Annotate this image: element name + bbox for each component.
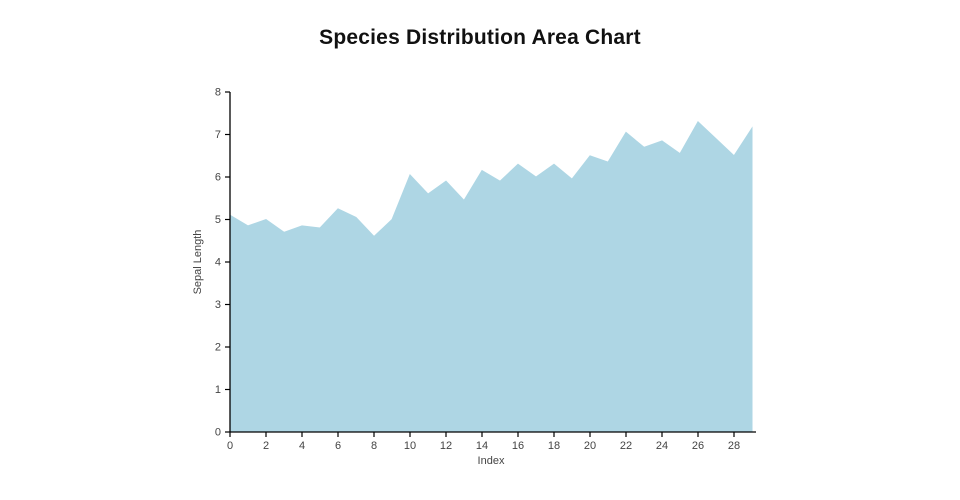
y-axis-title: Sepal Length xyxy=(192,230,204,295)
y-tick-label: 8 xyxy=(215,87,221,99)
y-tick-label: 5 xyxy=(215,214,221,226)
y-tick-label: 3 xyxy=(215,299,221,311)
x-tick-label: 6 xyxy=(335,440,341,452)
y-tick-label: 4 xyxy=(215,257,221,269)
x-tick-label: 28 xyxy=(728,440,740,452)
y-tick-label: 7 xyxy=(215,129,221,141)
chart-title: Species Distribution Area Chart xyxy=(319,26,641,49)
y-tick-label: 1 xyxy=(215,384,221,396)
y-tick-label: 2 xyxy=(215,342,221,354)
x-tick-label: 12 xyxy=(440,440,452,452)
x-tick-label: 24 xyxy=(656,440,668,452)
x-axis-title: Index xyxy=(478,455,505,467)
x-tick-label: 22 xyxy=(620,440,632,452)
x-tick-label: 20 xyxy=(584,440,596,452)
x-tick-label: 8 xyxy=(371,440,377,452)
x-tick-label: 2 xyxy=(263,440,269,452)
x-tick-label: 14 xyxy=(476,440,488,452)
area-series xyxy=(229,120,753,433)
x-tick-label: 26 xyxy=(692,440,704,452)
x-tick-label: 16 xyxy=(512,440,524,452)
y-tick-label: 6 xyxy=(215,172,221,184)
y-tick-label: 0 xyxy=(215,427,221,439)
x-tick-label: 0 xyxy=(227,440,233,452)
x-tick-label: 10 xyxy=(404,440,416,452)
x-tick-label: 4 xyxy=(299,440,305,452)
x-tick-label: 18 xyxy=(548,440,560,452)
